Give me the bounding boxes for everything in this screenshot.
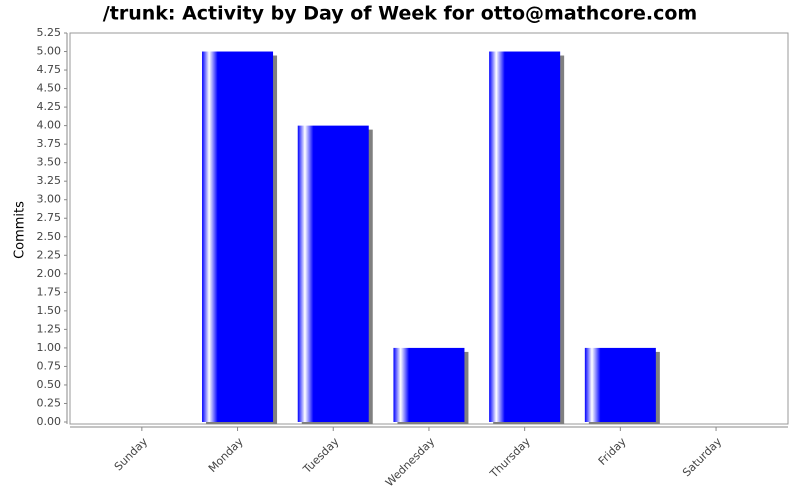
y-tick-label: 0.75 [37, 359, 62, 372]
y-tick-label: 4.00 [37, 119, 62, 132]
bar [297, 125, 369, 422]
bar [584, 347, 656, 422]
y-tick-label: 3.25 [37, 174, 62, 187]
bar [202, 51, 274, 423]
y-axis-label: Commits [13, 201, 28, 259]
bar [489, 51, 561, 423]
y-tick-label: 0.00 [37, 415, 62, 428]
y-tick-label: 2.00 [37, 267, 62, 280]
y-tick-label: 2.50 [37, 230, 62, 243]
y-tick-label: 3.00 [37, 193, 62, 206]
y-tick-label: 3.50 [37, 156, 62, 169]
y-tick-label: 5.00 [37, 45, 62, 58]
y-tick-label: 2.25 [37, 248, 62, 261]
chart-title: /trunk: Activity by Day of Week for otto… [103, 3, 697, 25]
y-tick-label: 1.25 [37, 322, 62, 335]
y-tick-label: 0.25 [37, 396, 62, 409]
y-tick-label: 4.25 [37, 100, 62, 113]
y-tick-label: 4.75 [37, 63, 62, 76]
y-tick-label: 0.50 [37, 378, 62, 391]
y-tick-label: 1.75 [37, 285, 62, 298]
y-tick-label: 2.75 [37, 211, 62, 224]
y-tick-label: 5.25 [37, 26, 62, 39]
bar [393, 347, 465, 422]
y-tick-label: 1.00 [37, 341, 62, 354]
y-tick-label: 4.50 [37, 82, 62, 95]
y-tick-label: 1.50 [37, 304, 62, 317]
y-tick-label: 3.75 [37, 137, 62, 150]
